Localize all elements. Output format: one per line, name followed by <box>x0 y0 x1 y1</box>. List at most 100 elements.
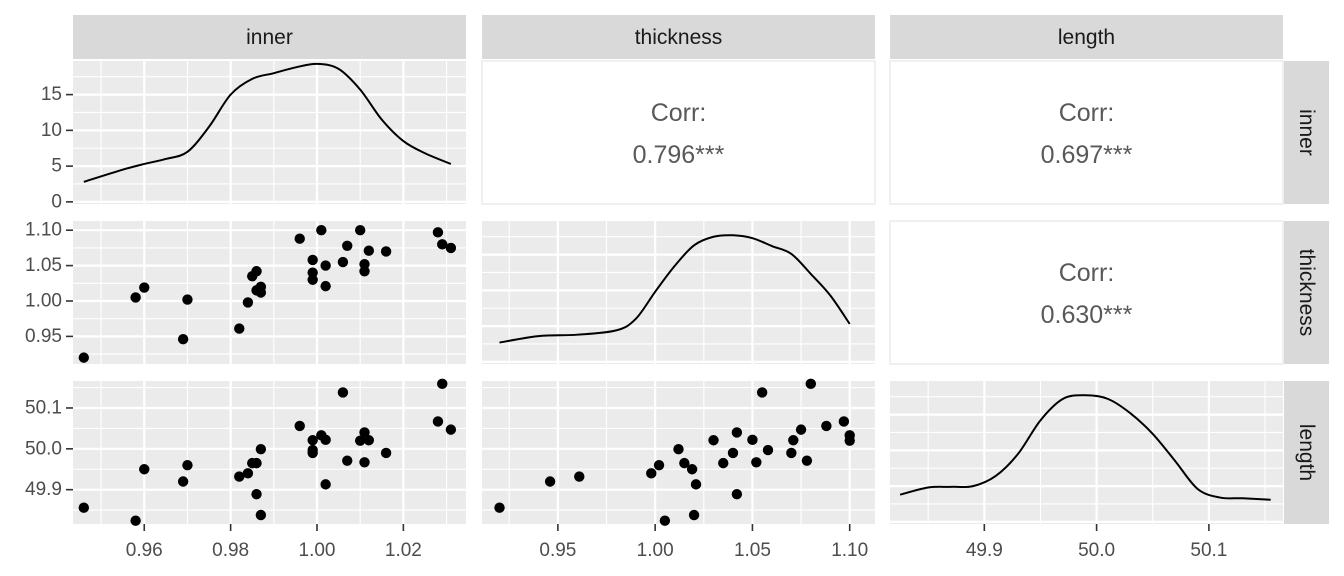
point-length-vs-thickness <box>708 435 719 446</box>
point-thickness-vs-inner <box>182 294 193 305</box>
x-tick-label: 1.00 <box>299 540 336 561</box>
point-thickness-vs-inner <box>363 245 375 256</box>
y-tick-label: 1.05 <box>25 255 62 276</box>
data-marks <box>78 62 1271 526</box>
point-length-vs-thickness <box>646 468 657 479</box>
column-strip-bg-thickness <box>482 15 875 59</box>
point-thickness-vs-inner <box>251 266 262 277</box>
point-length-vs-thickness <box>686 464 698 475</box>
point-length-vs-inner <box>130 515 141 526</box>
point-thickness-vs-inner <box>445 242 457 254</box>
point-thickness-vs-inner <box>242 297 254 308</box>
x-tick-label: 1.02 <box>385 540 422 561</box>
point-length-vs-thickness <box>718 457 729 469</box>
point-length-vs-thickness <box>756 387 768 398</box>
x-tick-label: 0.95 <box>539 540 576 561</box>
point-length-vs-inner <box>354 435 366 446</box>
point-length-vs-inner <box>242 468 254 479</box>
point-length-vs-inner <box>337 387 349 398</box>
y-tick-label: 1.10 <box>25 220 62 241</box>
point-thickness-vs-inner <box>342 240 353 251</box>
point-length-vs-inner <box>342 455 353 466</box>
point-thickness-vs-inner <box>307 254 318 266</box>
point-length-vs-thickness <box>795 424 807 435</box>
column-strip-inner: inner <box>246 26 293 49</box>
point-length-vs-thickness <box>731 427 743 438</box>
point-length-vs-inner <box>359 457 370 468</box>
point-length-vs-thickness <box>690 479 702 490</box>
panel-scatter-length-vs-inner <box>73 381 466 524</box>
panel-scatter-thickness-vs-inner <box>73 221 466 364</box>
point-length-vs-inner <box>380 447 392 459</box>
correlation-panels: Corr: 0.796*** Corr: 0.697*** Corr: 0.63… <box>481 60 1284 365</box>
point-thickness-vs-inner <box>307 267 318 278</box>
point-length-vs-inner <box>437 378 448 390</box>
density-curve-inner <box>83 62 452 183</box>
point-length-vs-thickness <box>805 378 816 390</box>
point-thickness-vs-inner <box>139 282 150 293</box>
point-length-vs-inner <box>234 471 245 482</box>
y-tick-label: 50.1 <box>25 397 62 418</box>
point-thickness-vs-inner <box>359 266 370 277</box>
point-thickness-vs-inner <box>316 225 327 236</box>
point-length-vs-inner <box>177 476 189 487</box>
y-tick-label: 5 <box>51 156 62 177</box>
row-strip-bg-length <box>1284 381 1329 524</box>
point-length-vs-thickness <box>659 515 671 526</box>
point-thickness-vs-inner <box>255 281 267 293</box>
panel-density-inner <box>73 61 466 204</box>
point-length-vs-inner <box>251 457 262 469</box>
panel-density-length <box>890 381 1283 524</box>
point-length-vs-thickness <box>688 509 700 521</box>
point-length-vs-thickness <box>653 459 665 471</box>
x-tick-label: 50.1 <box>1190 540 1227 561</box>
x-tick-label: 1.10 <box>831 540 868 561</box>
corr-panel-thickness-length <box>889 220 1284 365</box>
y-tick-label: 1.00 <box>25 290 62 311</box>
x-tick-label: 0.96 <box>126 540 163 561</box>
point-thickness-vs-inner <box>380 246 392 257</box>
point-thickness-vs-inner <box>320 280 331 292</box>
column-strip-length: length <box>1058 26 1115 49</box>
density-curve-thickness <box>499 234 851 344</box>
point-thickness-vs-inner <box>354 225 366 236</box>
point-thickness-vs-inner <box>177 334 189 345</box>
point-length-vs-inner <box>363 435 375 446</box>
point-length-vs-thickness <box>762 444 774 456</box>
point-length-vs-thickness <box>751 457 762 468</box>
point-length-vs-inner <box>307 444 318 456</box>
column-strip-bg-length <box>890 15 1283 59</box>
point-length-vs-inner <box>255 444 267 455</box>
point-length-vs-thickness <box>786 447 797 459</box>
y-tick-label: 0 <box>51 191 62 212</box>
point-length-vs-inner <box>320 434 331 446</box>
point-length-vs-thickness <box>821 420 832 432</box>
point-thickness-vs-inner <box>437 239 448 250</box>
point-thickness-vs-inner <box>337 256 349 268</box>
point-length-vs-inner <box>78 502 89 513</box>
point-length-vs-thickness <box>788 435 799 446</box>
row-strip-inner: inner <box>1295 109 1318 156</box>
point-length-vs-thickness <box>494 502 505 513</box>
corr-label-inner-thickness: Corr: <box>651 99 707 127</box>
row-strip-thickness: thickness <box>1295 249 1318 337</box>
point-thickness-vs-inner <box>130 292 141 303</box>
point-length-vs-thickness <box>838 416 850 427</box>
column-strip-thickness: thickness <box>635 26 723 49</box>
corr-label-thickness-length: Corr: <box>1059 259 1115 287</box>
grid-lines <box>73 61 1283 524</box>
column-strip-bg-inner <box>73 15 466 59</box>
point-length-vs-inner <box>320 479 331 490</box>
point-thickness-vs-inner <box>234 323 245 334</box>
point-length-vs-inner <box>255 509 267 521</box>
axes: 0 5 10 15 0.95 1.00 1.05 1.10 49.9 50.0 50.1 0.96 0.… <box>25 84 1227 561</box>
row-strip-bg-inner <box>1284 61 1329 204</box>
point-length-vs-thickness <box>731 488 743 500</box>
corr-label-inner-length: Corr: <box>1059 99 1115 127</box>
point-length-vs-inner <box>432 416 444 427</box>
y-tick-label: 49.9 <box>25 479 62 500</box>
point-length-vs-thickness <box>544 476 556 487</box>
point-length-vs-inner <box>251 488 262 500</box>
x-tick-label: 1.05 <box>734 540 771 561</box>
